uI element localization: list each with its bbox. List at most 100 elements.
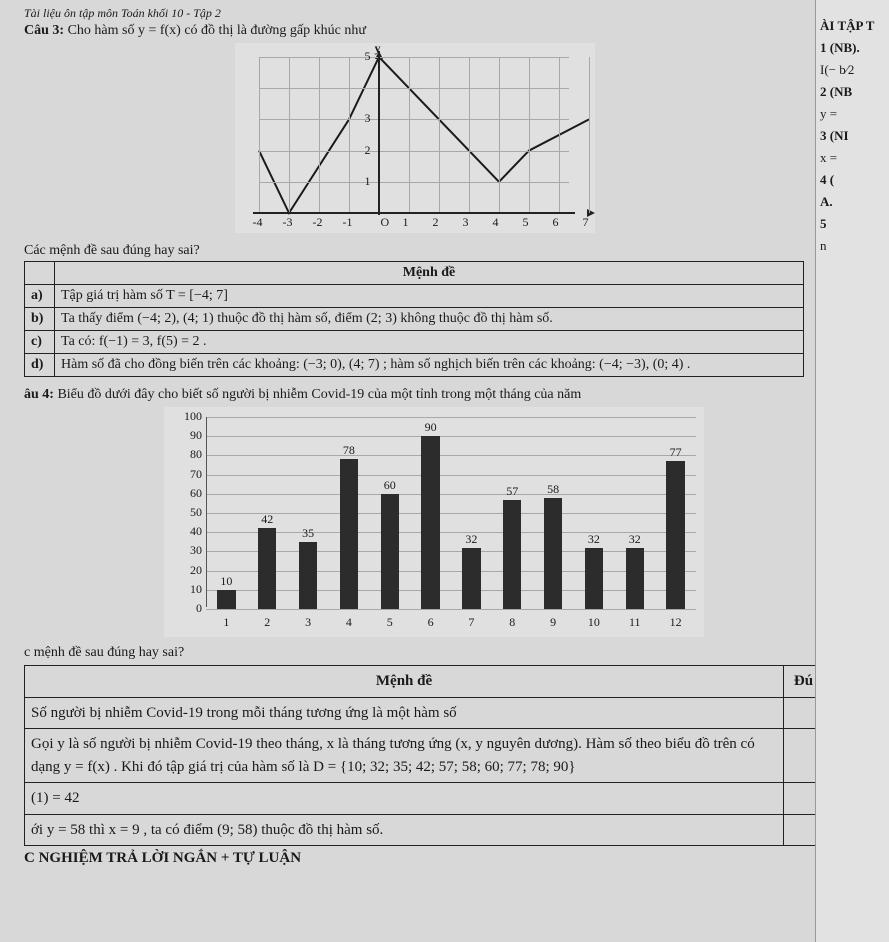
bc-bar	[503, 500, 521, 609]
gridline-h	[259, 119, 569, 120]
gridline-v	[289, 57, 290, 213]
stmt-letter: a)	[25, 285, 55, 308]
stmt-header: Mệnh đề	[55, 262, 804, 285]
cau4-line: âu 4: Biểu đồ dưới đây cho biết số người…	[24, 387, 805, 403]
below-intro: c mệnh đề sau đúng hay sai?	[24, 645, 805, 661]
gridline-v	[349, 57, 350, 213]
gridline-v	[259, 57, 260, 213]
bc-ylabel: 20	[174, 563, 202, 578]
bc-ylabel: 40	[174, 524, 202, 539]
right-l7: x =	[820, 150, 887, 166]
bc-bar-value: 57	[497, 484, 527, 499]
gridline-v	[439, 57, 440, 213]
doc-title: Tài liệu ôn tập môn Toán khối 10 - Tập 2	[24, 6, 805, 21]
bc-bar	[299, 542, 317, 609]
bc-bar-value: 10	[211, 574, 241, 589]
bc-xlabel: 1	[211, 615, 241, 630]
gridline-h	[259, 88, 569, 89]
table-row: (1) = 42	[25, 783, 824, 815]
bc-xlabel: 4	[334, 615, 364, 630]
bc-gridline	[206, 551, 696, 552]
bc-bar	[340, 459, 358, 609]
bc-ylabel: 70	[174, 467, 202, 482]
y-tick-label: 2	[365, 143, 371, 158]
bc-bar-value: 78	[334, 443, 364, 458]
bc-bar	[585, 548, 603, 609]
bc-bar-value: 32	[579, 532, 609, 547]
cau3-line: Câu 3: Cho hàm số y = f(x) có đồ thị là …	[24, 23, 805, 39]
cau4-text: Biểu đồ dưới đây cho biết số người bị nh…	[57, 387, 581, 402]
gridline-h	[259, 57, 569, 58]
bottom-cut: C NGHIỆM TRẢ LỜI NGẮN + TỰ LUẬN	[24, 850, 805, 867]
bc-ylabel: 60	[174, 486, 202, 501]
bc-xlabel: 9	[538, 615, 568, 630]
table-row: ới y = 58 thì x = 9 , ta có điểm (9; 58)…	[25, 814, 824, 846]
right-l4: 2 (NB	[820, 84, 887, 100]
stmt-text: Ta có: f(−1) = 3, f(5) = 2 .	[55, 331, 804, 354]
table-row: b)Ta thấy điểm (−4; 2), (4; 1) thuộc đồ …	[25, 308, 804, 331]
bc-gridline	[206, 609, 696, 610]
bc-xlabel: 10	[579, 615, 609, 630]
stmt2-text: ới y = 58 thì x = 9 , ta có điểm (9; 58)…	[25, 814, 784, 846]
x-tick-label: 2	[433, 215, 439, 230]
stmt-text: Ta thấy điểm (−4; 2), (4; 1) thuộc đồ th…	[55, 308, 804, 331]
table-row: a)Tập giá trị hàm số T = [−4; 7]	[25, 285, 804, 308]
stmt-letter: c)	[25, 331, 55, 354]
x-tick-label: 5	[523, 215, 529, 230]
bc-ylabel: 50	[174, 505, 202, 520]
bc-ylabel: 0	[174, 601, 202, 616]
bc-bar	[666, 461, 684, 609]
gridline-v	[409, 57, 410, 213]
right-l2: 1 (NB).	[820, 40, 887, 56]
origin-label: O	[381, 215, 390, 230]
right-l5: y =	[820, 106, 887, 122]
gridline-v	[559, 57, 560, 213]
bc-xlabel: 2	[252, 615, 282, 630]
bc-bar	[421, 436, 439, 609]
table-row: c)Ta có: f(−1) = 3, f(5) = 2 .	[25, 331, 804, 354]
gridline-v	[319, 57, 320, 213]
bc-gridline	[206, 590, 696, 591]
stmt-letter: d)	[25, 354, 55, 377]
statements-table-2: Mệnh đề Đú Số người bị nhiễm Covid-19 tr…	[24, 665, 824, 846]
gridline-v	[499, 57, 500, 213]
stmt-text: Tập giá trị hàm số T = [−4; 7]	[55, 285, 804, 308]
x-tick-label: 3	[463, 215, 469, 230]
bc-bar	[544, 498, 562, 609]
bc-gridline	[206, 417, 696, 418]
cau4-label: âu 4:	[24, 387, 54, 402]
bc-ylabel: 10	[174, 582, 202, 597]
stmt2-text: Gọi y là số người bị nhiễm Covid-19 theo…	[25, 729, 784, 783]
graph-line	[259, 57, 589, 213]
x-tick-label: 7	[583, 215, 589, 230]
stmt2-text: (1) = 42	[25, 783, 784, 815]
bc-ylabel: 100	[174, 409, 202, 424]
right-l10: 5	[820, 216, 887, 232]
bc-bar-value: 60	[375, 478, 405, 493]
right-l11: n	[820, 238, 887, 254]
statements-table: Mệnh đề a)Tập giá trị hàm số T = [−4; 7]…	[24, 261, 804, 377]
bc-axis-y	[206, 417, 207, 607]
bc-bar	[258, 528, 276, 609]
line-graph: y -4-3-2-11234567O1235	[235, 43, 595, 233]
y-tick-label: 3	[365, 111, 371, 126]
bc-xlabel: 7	[456, 615, 486, 630]
bc-bar	[381, 494, 399, 609]
bc-bar	[217, 590, 235, 609]
y-tick-label: 5	[365, 49, 371, 64]
stmt-text: Hàm số đã cho đồng biến trên các khoảng:…	[55, 354, 804, 377]
bc-bar-value: 42	[252, 512, 282, 527]
y-tick-label: 1	[365, 174, 371, 189]
bc-bar-value: 58	[538, 482, 568, 497]
cau3-text: Cho hàm số y = f(x) có đồ thị là đường g…	[68, 23, 366, 38]
statements-intro: Các mệnh đề sau đúng hay sai?	[24, 243, 805, 259]
bc-bar-value: 77	[660, 445, 690, 460]
gridline-v	[529, 57, 530, 213]
bc-xlabel: 6	[415, 615, 445, 630]
bc-gridline	[206, 475, 696, 476]
table2-header-main: Mệnh đề	[25, 666, 784, 698]
bc-bar-value: 90	[415, 420, 445, 435]
x-tick-label: -3	[283, 215, 293, 230]
cau3-label: Câu 3:	[24, 23, 64, 38]
bc-bar-value: 35	[293, 526, 323, 541]
